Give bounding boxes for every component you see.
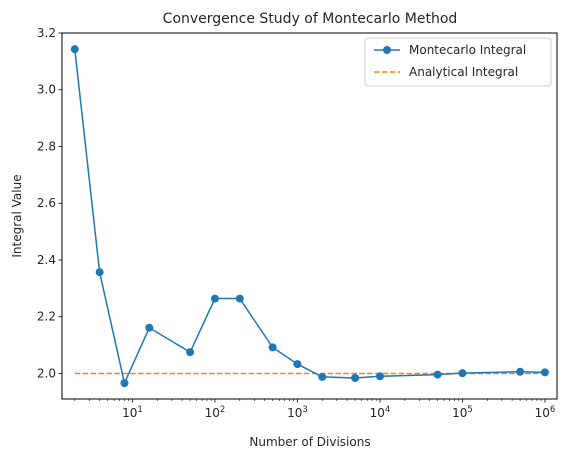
data-point [433, 370, 442, 379]
data-point [540, 368, 549, 377]
data-point [293, 360, 302, 369]
data-point [516, 367, 525, 376]
x-tick-base: 10 [205, 406, 220, 420]
data-point [235, 294, 244, 303]
data-point [210, 294, 219, 303]
legend-label-analytical: Analytical Integral [409, 65, 518, 79]
x-tick-base: 10 [535, 406, 550, 420]
x-tick-label: 105 [452, 405, 473, 420]
data-point [318, 372, 327, 381]
data-point [120, 379, 129, 388]
legend-box [364, 37, 552, 87]
legend: Montecarlo Integral Analytical Integral [364, 37, 552, 87]
data-point [145, 323, 154, 332]
plot-frame [61, 32, 558, 400]
x-tick-base: 10 [452, 406, 467, 420]
x-tick-exponent: 2 [220, 405, 225, 415]
y-tick-label: 2.2 [37, 310, 56, 324]
data-point [95, 268, 104, 277]
x-axis-label: Number of Divisions [249, 435, 370, 449]
x-tick-label: 102 [205, 405, 226, 420]
data-point [70, 45, 79, 54]
data-point [268, 343, 277, 352]
data-point [458, 369, 467, 378]
legend-marker-montecarlo [383, 46, 391, 54]
y-tick-label: 2.8 [37, 139, 56, 153]
x-tick-label: 106 [535, 405, 556, 420]
x-tick-label: 103 [287, 405, 308, 420]
x-tick-exponent: 3 [302, 405, 307, 415]
y-tick-label: 2.4 [37, 253, 56, 267]
x-axis-ticks: 101 102 103 104 105 106 [74, 399, 556, 420]
x-tick-label: 104 [370, 405, 391, 420]
x-tick-exponent: 5 [467, 405, 472, 415]
y-tick-label: 2.0 [37, 366, 56, 380]
x-tick-base: 10 [122, 406, 137, 420]
x-tick-base: 10 [370, 406, 385, 420]
chart-title: Convergence Study of Montecarlo Method [163, 11, 458, 27]
data-point [186, 348, 195, 357]
y-tick-label: 3.0 [37, 83, 56, 97]
x-tick-label: 101 [122, 405, 143, 420]
x-tick-base: 10 [287, 406, 302, 420]
legend-label-montecarlo: Montecarlo Integral [409, 43, 526, 57]
series-layer [70, 45, 549, 388]
x-tick-exponent: 6 [550, 405, 555, 415]
y-tick-label: 2.6 [37, 196, 56, 210]
data-point [351, 374, 360, 383]
y-tick-label: 3.2 [37, 26, 56, 40]
series-line-montecarlo [74, 49, 545, 386]
y-axis-label: Integral Value [10, 174, 24, 257]
data-point [375, 372, 384, 381]
y-axis-ticks: 2.0 2.2 2.4 2.6 2.8 3.0 3.2 [37, 26, 62, 380]
x-tick-exponent: 1 [137, 405, 142, 415]
x-tick-exponent: 4 [385, 405, 390, 415]
